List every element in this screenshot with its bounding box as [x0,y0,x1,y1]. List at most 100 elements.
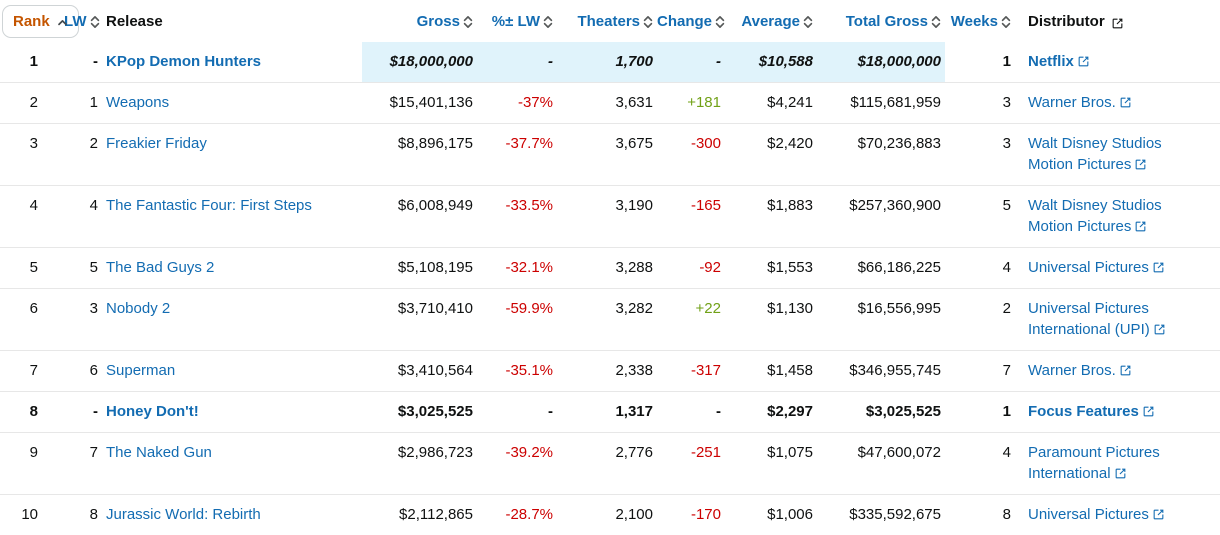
cell-value: 6 [30,300,38,317]
cell-value: $47,600,072 [858,444,941,461]
distributor-link[interactable]: Paramount Pictures International [1028,444,1160,482]
distributor-link[interactable]: Universal Pictures [1028,506,1165,523]
release-link[interactable]: Jurassic World: Rebirth [106,506,261,523]
cell-value: $18,000,000 [390,53,473,70]
release-link[interactable]: Weapons [106,94,169,111]
cell-lw: 4 [64,186,98,248]
release-link[interactable]: The Bad Guys 2 [106,259,214,276]
release-link[interactable]: The Fantastic Four: First Steps [106,197,312,214]
cell-total_gross: $66,186,225 [817,248,945,289]
cell-rank: 6 [0,289,64,351]
sort-chevrons-icon [715,14,725,30]
external-link-icon [1077,55,1090,68]
cell-value: -32.1% [505,259,553,276]
release-link[interactable]: Superman [106,362,175,379]
release-link[interactable]: KPop Demon Hunters [106,53,261,70]
cell-change: -300 [657,124,725,186]
cell-theaters: 1,317 [557,392,657,433]
cell-release: Nobody 2 [98,289,362,351]
release-link[interactable]: The Naked Gun [106,444,212,461]
distributor-name-tail: Features [1076,403,1155,420]
cell-value: $4,241 [767,94,813,111]
distributor-link[interactable]: Focus Features [1028,403,1155,420]
sort-link-lw[interactable]: LW [64,13,100,30]
sort-link-theaters[interactable]: Theaters [577,13,653,30]
cell-value: $1,553 [767,259,813,276]
cell-value: 8 [30,403,38,420]
cell-value: 2,100 [615,506,653,523]
cell-value: -251 [691,444,721,461]
cell-value: $2,420 [767,135,813,152]
cell-average: $2,297 [725,392,817,433]
sort-chevrons-icon [90,14,100,30]
cell-change: -170 [657,495,725,535]
table-row: 1-KPop Demon Hunters$18,000,000-1,700-$1… [0,42,1220,83]
cell-release: Honey Don't! [98,392,362,433]
release-link[interactable]: Nobody 2 [106,300,170,317]
cell-value: - [716,53,721,70]
sort-link-weeks[interactable]: Weeks [951,13,1011,30]
cell-release: Freakier Friday [98,124,362,186]
distributor-link[interactable]: Universal Pictures [1028,259,1165,276]
cell-value: 5 [30,259,38,276]
col-header-release: Release [98,0,362,42]
cell-value: $3,025,525 [866,403,941,420]
external-link-icon [1119,96,1132,109]
distributor-link[interactable]: Warner Bros. [1028,362,1132,379]
header-label-distributor: Distributor [1028,13,1124,30]
cell-distributor: Warner Bros. [1015,83,1220,124]
cell-value: $16,556,995 [858,300,941,317]
cell-value: -39.2% [505,444,553,461]
cell-average: $1,883 [725,186,817,248]
sort-link-change[interactable]: Change [657,13,725,30]
cell-weeks: 1 [945,392,1015,433]
cell-pct_lw: -33.5% [477,186,557,248]
distributor-link[interactable]: Walt Disney Studios Motion Pictures [1028,135,1162,173]
cell-value: +181 [687,94,721,111]
sort-link-pct_lw[interactable]: %± LW [492,13,553,30]
cell-value: - [548,403,553,420]
distributor-link[interactable]: Universal Pictures International (UPI) [1028,300,1166,338]
cell-value: -37.7% [505,135,553,152]
distributor-link[interactable]: Warner Bros. [1028,94,1132,111]
distributor-link[interactable]: Walt Disney Studios Motion Pictures [1028,197,1162,235]
rank-sort-button[interactable]: Rank [2,5,79,38]
cell-rank: 10 [0,495,64,535]
cell-average: $1,553 [725,248,817,289]
sort-link-gross[interactable]: Gross [417,13,473,30]
cell-value: 3,288 [615,259,653,276]
cell-distributor: Universal Pictures [1015,495,1220,535]
cell-weeks: 1 [945,42,1015,83]
col-header-label: Theaters [577,13,640,30]
col-header-theaters: Theaters [557,0,657,42]
distributor-name-tail: Bros. [1081,362,1132,379]
table-body: 1-KPop Demon Hunters$18,000,000-1,700-$1… [0,42,1220,535]
cell-value: $15,401,136 [390,94,473,111]
sort-link-average[interactable]: Average [741,13,813,30]
cell-value: $1,075 [767,444,813,461]
cell-value: 1 [1003,403,1011,420]
header-label-release: Release [106,13,163,30]
cell-value: 4 [90,197,98,214]
cell-value: 3,190 [615,197,653,214]
sort-link-total_gross[interactable]: Total Gross [846,13,941,30]
cell-distributor: Walt Disney Studios Motion Pictures [1015,124,1220,186]
cell-rank: 9 [0,433,64,495]
col-header-label: Change [657,13,712,30]
cell-value: $5,108,195 [398,259,473,276]
cell-value: $10,588 [759,53,813,70]
distributor-name-tail: Netflix [1028,53,1090,70]
cell-value: $115,681,959 [850,94,941,111]
distributor-link[interactable]: Netflix [1028,53,1090,70]
distributor-name-tail: Pictures [1077,156,1147,173]
release-link[interactable]: Freakier Friday [106,135,207,152]
cell-value: $1,006 [767,506,813,523]
release-link[interactable]: Honey Don't! [106,403,199,420]
cell-value: 3,675 [615,135,653,152]
cell-gross: $3,410,564 [362,351,477,392]
cell-rank: 8 [0,392,64,433]
cell-value: 2 [90,135,98,152]
